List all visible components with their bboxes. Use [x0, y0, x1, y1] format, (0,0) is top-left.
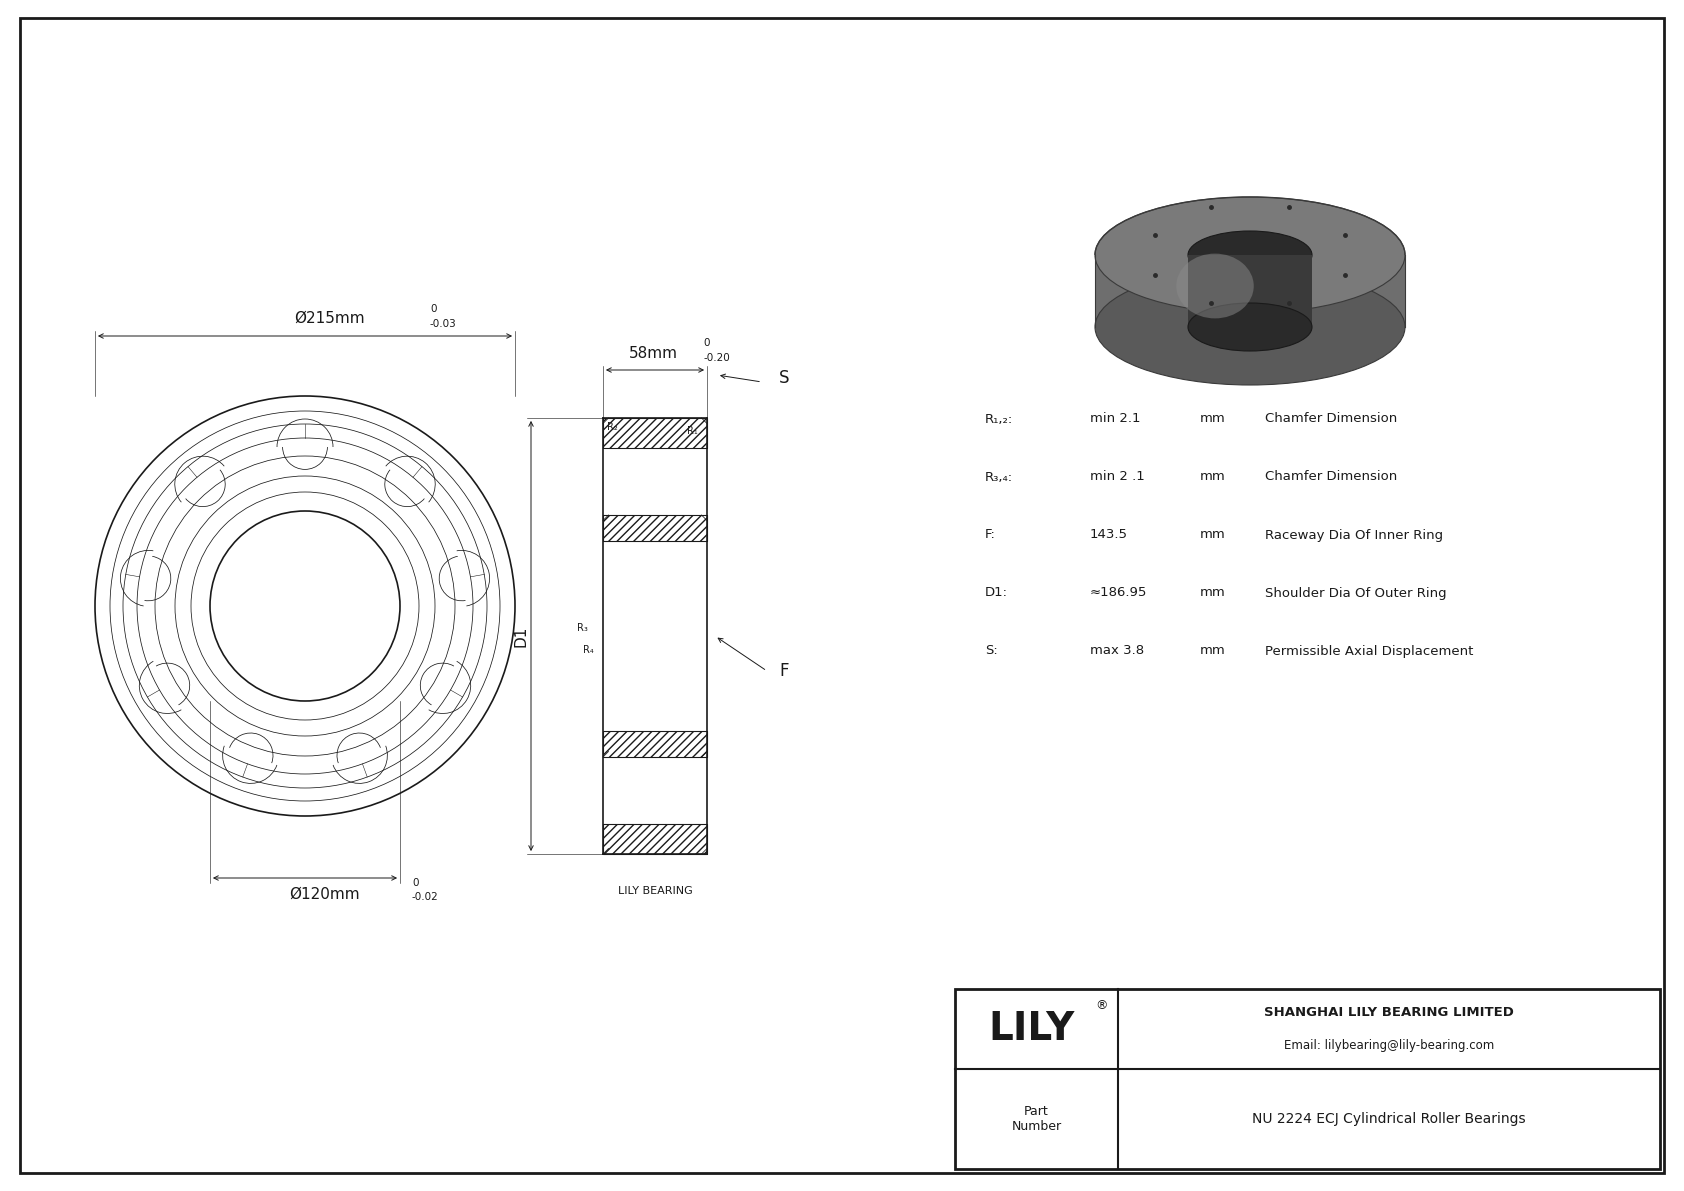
Text: S:: S: — [985, 644, 997, 657]
Text: Part
Number: Part Number — [1012, 1105, 1061, 1133]
Ellipse shape — [1187, 231, 1312, 279]
Text: S: S — [780, 369, 790, 387]
Text: R₃,₄:: R₃,₄: — [985, 470, 1014, 484]
Text: -0.02: -0.02 — [413, 892, 440, 902]
Text: Chamfer Dimension: Chamfer Dimension — [1265, 470, 1398, 484]
Text: Email: lilybearing@lily-bearing.com: Email: lilybearing@lily-bearing.com — [1283, 1040, 1494, 1053]
Text: LILY BEARING: LILY BEARING — [618, 886, 692, 896]
Text: mm: mm — [1201, 644, 1226, 657]
Text: LILY: LILY — [989, 1010, 1074, 1048]
Text: mm: mm — [1201, 586, 1226, 599]
Text: R₁: R₁ — [687, 426, 697, 436]
Text: 58mm: 58mm — [628, 347, 677, 361]
Text: 143.5: 143.5 — [1090, 529, 1128, 542]
Ellipse shape — [1187, 303, 1312, 351]
Text: ®: ® — [1096, 999, 1108, 1012]
Text: F:: F: — [985, 529, 995, 542]
Text: min 2 .1: min 2 .1 — [1090, 470, 1145, 484]
Text: 0: 0 — [413, 878, 419, 888]
Text: R₂: R₂ — [606, 422, 618, 432]
Text: R₁,₂:: R₁,₂: — [985, 412, 1014, 425]
Text: F: F — [780, 662, 788, 680]
Text: Raceway Dia Of Inner Ring: Raceway Dia Of Inner Ring — [1265, 529, 1443, 542]
FancyBboxPatch shape — [1095, 255, 1404, 328]
Text: Chamfer Dimension: Chamfer Dimension — [1265, 412, 1398, 425]
Text: Shoulder Dia Of Outer Ring: Shoulder Dia Of Outer Ring — [1265, 586, 1447, 599]
Text: R₄: R₄ — [583, 646, 594, 655]
Bar — [603, 731, 707, 757]
Text: Ø215mm: Ø215mm — [295, 311, 365, 326]
Text: mm: mm — [1201, 412, 1226, 425]
FancyBboxPatch shape — [1187, 255, 1312, 328]
Text: mm: mm — [1201, 529, 1226, 542]
Text: SHANGHAI LILY BEARING LIMITED: SHANGHAI LILY BEARING LIMITED — [1265, 1005, 1514, 1018]
Bar — [603, 515, 707, 541]
Ellipse shape — [1095, 269, 1404, 385]
Text: 0: 0 — [429, 304, 436, 314]
Text: max 3.8: max 3.8 — [1090, 644, 1143, 657]
Text: min 2.1: min 2.1 — [1090, 412, 1140, 425]
Text: NU 2224 ECJ Cylindrical Roller Bearings: NU 2224 ECJ Cylindrical Roller Bearings — [1253, 1112, 1526, 1125]
Text: R₃: R₃ — [578, 623, 588, 632]
Text: -0.03: -0.03 — [429, 319, 456, 329]
Ellipse shape — [1175, 254, 1255, 318]
Bar — [603, 418, 707, 448]
Text: D1: D1 — [514, 625, 529, 647]
Text: 0: 0 — [702, 338, 709, 348]
Bar — [955, 989, 1660, 1170]
Text: -0.20: -0.20 — [702, 353, 729, 363]
Text: D1:: D1: — [985, 586, 1009, 599]
Bar — [603, 824, 707, 854]
Ellipse shape — [1095, 197, 1404, 313]
Text: mm: mm — [1201, 470, 1226, 484]
Text: Permissible Axial Displacement: Permissible Axial Displacement — [1265, 644, 1474, 657]
Text: ≈186.95: ≈186.95 — [1090, 586, 1147, 599]
Text: Ø120mm: Ø120mm — [290, 887, 360, 902]
